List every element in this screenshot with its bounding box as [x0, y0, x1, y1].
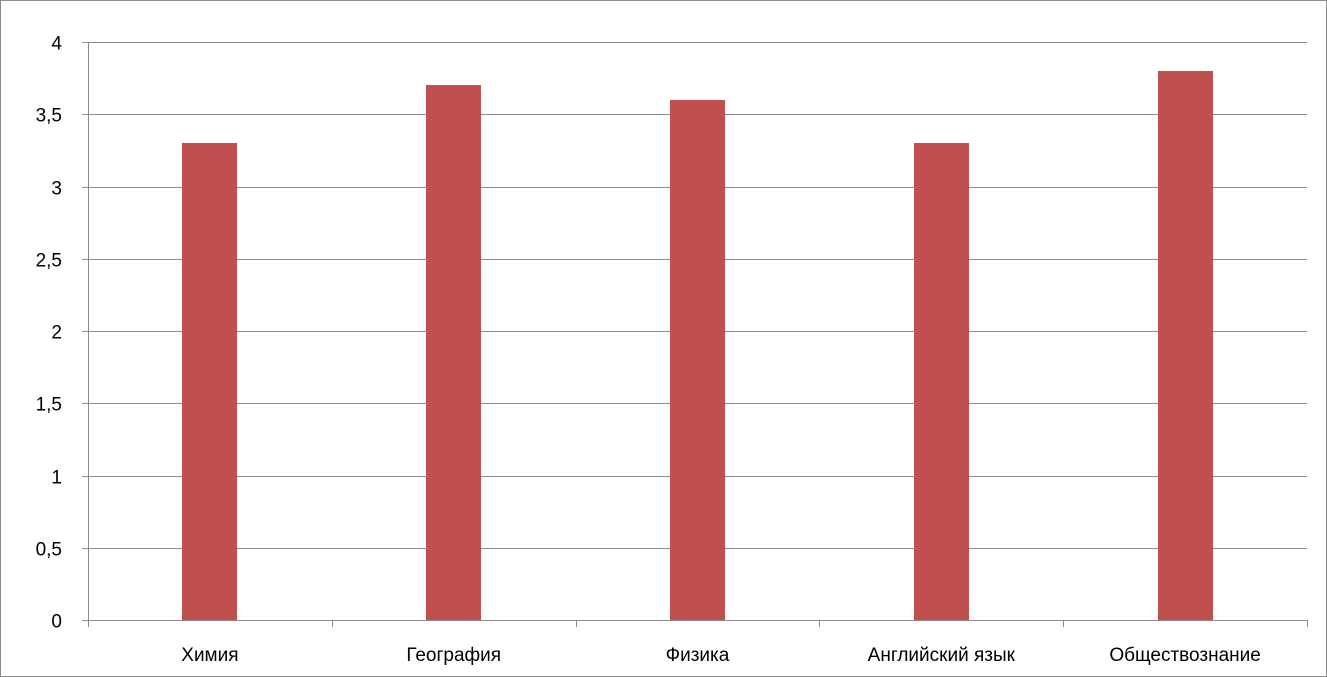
y-tick-label: 0 — [51, 612, 62, 633]
bar — [670, 100, 725, 620]
bar — [1158, 71, 1213, 620]
axes — [82, 42, 1308, 627]
y-tick-label: 1,5 — [36, 395, 62, 416]
y-tick-label: 2,5 — [36, 251, 62, 272]
y-tick-label: 1 — [51, 468, 62, 489]
y-tick-label: 2 — [51, 323, 62, 344]
bar — [426, 85, 481, 620]
x-category-label: Английский язык — [868, 645, 1016, 666]
y-tick-label: 0,5 — [36, 540, 62, 561]
y-tick-label: 4 — [51, 34, 62, 55]
bars — [182, 71, 1213, 620]
y-axis-tick-labels: 0 0,5 1 1,5 2 2,5 3 3,5 4 — [36, 34, 63, 633]
x-category-label: Физика — [666, 645, 730, 666]
bar — [914, 143, 969, 620]
x-category-label: География — [406, 645, 501, 666]
x-category-label: Обществознание — [1109, 645, 1261, 666]
y-tick-label: 3,5 — [36, 106, 62, 127]
bar — [182, 143, 237, 620]
y-tick-label: 3 — [51, 179, 62, 200]
x-axis-category-labels: Химия География Физика Английский язык Общес… — [181, 645, 1261, 666]
x-category-label: Химия — [181, 645, 238, 666]
